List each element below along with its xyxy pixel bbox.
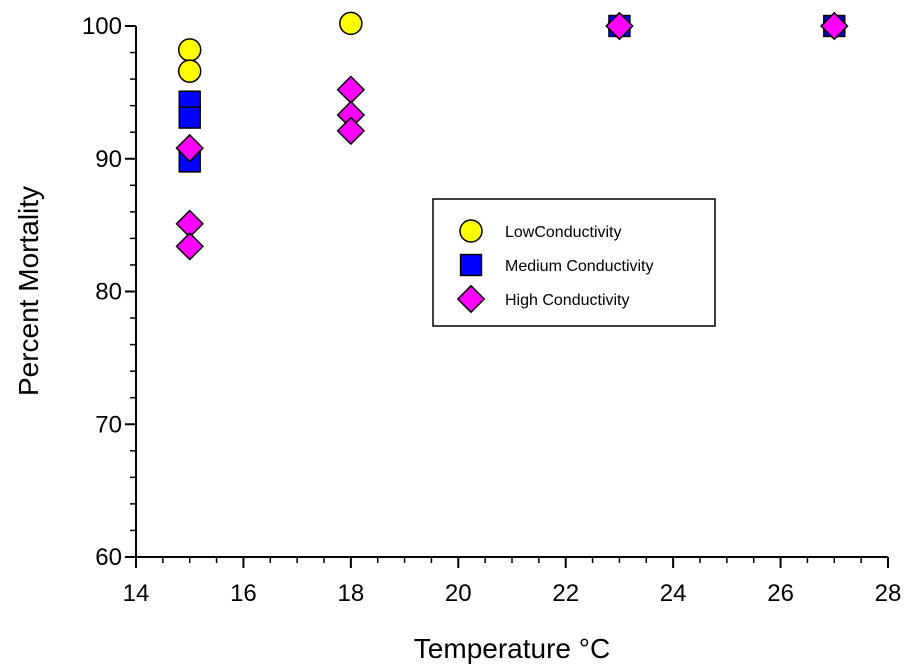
- y-axis-title: Percent Mortality: [13, 186, 44, 396]
- legend-diamond-marker: [456, 284, 486, 314]
- legend-label: Medium Conductivity: [505, 258, 654, 275]
- y-tick-label: 70: [95, 411, 122, 438]
- y-tick-label: 80: [95, 279, 122, 306]
- x-tick-label: 20: [445, 580, 472, 607]
- x-axis-title: Temperature °C: [414, 633, 610, 664]
- diamond-data-point: [605, 11, 634, 41]
- circle-data-point: [177, 38, 202, 62]
- x-tick-label: 16: [230, 580, 257, 607]
- circle-data-point: [339, 11, 363, 36]
- circle-data-point: [177, 59, 202, 83]
- x-tick-label: 24: [660, 580, 687, 607]
- x-tick-label: 18: [338, 580, 365, 607]
- legend-circle-marker: [459, 219, 483, 243]
- x-tick-label: 22: [552, 580, 579, 607]
- legend-label: High Conductivity: [505, 292, 630, 309]
- legend-square-marker: [459, 253, 483, 277]
- diamond-data-point: [820, 11, 849, 41]
- data-points: [175, 11, 849, 261]
- diamond-data-point: [175, 133, 204, 163]
- diamond-data-point: [336, 116, 366, 146]
- square-data-point: [178, 106, 201, 129]
- x-tick-label: 14: [123, 580, 150, 607]
- axes: 14 16 18 20 22 24 26 28 60 70 80 90 100: [82, 13, 901, 607]
- legend-label: LowConductivity: [505, 224, 622, 241]
- legend: LowConductivity Medium Conductivity High C…: [432, 198, 716, 327]
- diamond-data-point: [175, 232, 204, 261]
- y-tick-label: 60: [95, 544, 122, 571]
- diamond-data-point: [336, 75, 366, 104]
- y-tick-label: 90: [95, 146, 122, 173]
- y-tick-label: 100: [82, 13, 122, 40]
- x-tick-label: 28: [875, 580, 902, 607]
- x-tick-label: 26: [767, 580, 794, 607]
